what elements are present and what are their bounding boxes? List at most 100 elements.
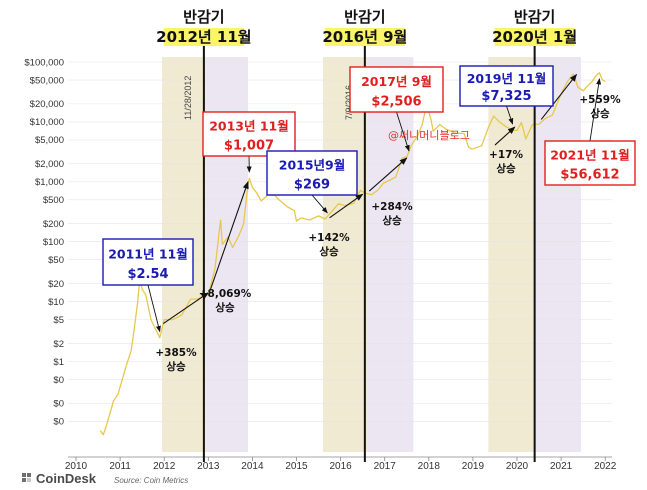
x-tick-label: 2021 xyxy=(550,461,573,472)
y-tick-label: $1,000 xyxy=(35,177,64,188)
y-axis: $100,000 $50,000 $20,000 $10,000 $5,000 $2,00… xyxy=(24,57,64,427)
callout-date: 2013년 11월 xyxy=(209,118,289,133)
callout-box xyxy=(349,66,444,113)
x-tick-label: 2018 xyxy=(418,461,441,472)
y-tick-label: $10,000 xyxy=(30,117,64,128)
callout-date: 2017년 9월 xyxy=(361,74,432,89)
x-tick-label: 2016 xyxy=(329,461,352,472)
gain-note-4: +284%상승 xyxy=(371,201,413,227)
y-tick-label: $1 xyxy=(53,357,64,368)
band-post-4 xyxy=(367,57,414,452)
halving-title: 반감기 xyxy=(344,8,385,26)
y-tick-label: $2 xyxy=(53,339,64,350)
x-tick-label: 2017 xyxy=(374,461,397,472)
callout-pointer xyxy=(147,284,161,333)
gain-note-2: +8,069%상승 xyxy=(199,288,252,314)
gain-percent: +142% xyxy=(308,232,350,244)
gain-percent: +17% xyxy=(489,149,523,161)
price-callout-6: 2021년 11월 $56,612 xyxy=(544,78,636,186)
trend-arrow-4 xyxy=(368,157,408,192)
halving-highlight xyxy=(163,28,244,46)
x-tick-label: 2019 xyxy=(462,461,485,472)
price-callout-4: 2017년 9월 $2,506 xyxy=(349,66,444,152)
band-halving-5 xyxy=(488,57,536,452)
callout-date: 2019년 11월 xyxy=(467,71,547,86)
y-tick-label: $0 xyxy=(53,399,64,410)
y-tick-label: $5,000 xyxy=(35,135,64,146)
x-tick-label: 2014 xyxy=(241,461,264,472)
halving-date: 2020년 1월 xyxy=(492,28,577,46)
trend-arrow-6 xyxy=(540,73,578,120)
callout-pointer xyxy=(311,194,328,214)
callout-pointer xyxy=(396,111,410,152)
callout-date: 2021년 11월 xyxy=(550,147,630,162)
y-tick-label: $20 xyxy=(48,279,64,290)
gain-percent: +385% xyxy=(155,347,197,359)
x-tick-label: 2011 xyxy=(109,461,131,472)
halving-title: 반감기 xyxy=(183,8,224,26)
price-callout-3: 2015년9월 $269 xyxy=(266,150,358,214)
halving-lines: 반감기 2012년 11월 반감기 2016년 9월 반감기 2020년 1월 xyxy=(156,8,577,462)
band-halving-3 xyxy=(322,57,368,452)
gain-note-5: +17%상승 xyxy=(489,149,523,175)
gain-note-1: +385%상승 xyxy=(155,347,197,373)
price-callout-5: 2019년 11월 $7,325 xyxy=(459,65,554,125)
callout-box xyxy=(544,140,636,186)
halving-highlight xyxy=(324,28,405,46)
gain-word: 상승 xyxy=(166,360,186,373)
x-tick-label: 2015 xyxy=(285,461,308,472)
callout-price: $1,007 xyxy=(224,138,274,153)
gain-percent: +559% xyxy=(579,94,621,106)
vertical-date-label: 11/28/2012 xyxy=(183,76,193,120)
callout-price: $7,325 xyxy=(481,89,531,104)
trend-arrow-3 xyxy=(329,193,364,219)
callout-box xyxy=(459,65,554,107)
gain-percent: +8,069% xyxy=(199,288,252,300)
callout-pointer xyxy=(506,105,514,125)
x-tick-label: 2022 xyxy=(594,461,617,472)
callout-price: $2,506 xyxy=(371,94,421,109)
coindesk-logo: CoinDesk Source: Coin Metrics xyxy=(22,471,188,486)
y-tick-label: $500 xyxy=(43,195,64,206)
vertical-date-label: 7/9/2016 xyxy=(344,85,354,120)
price-callout-2: 2013년 11월 $1,007 xyxy=(202,111,296,173)
price-callouts: 2011년 11월 $2.54 2013년 11월 $1,007 2015년9월 $269… xyxy=(102,65,636,333)
gain-word: 상승 xyxy=(215,301,235,314)
trend-arrows xyxy=(163,73,578,325)
x-tick-label: 2020 xyxy=(506,461,529,472)
halving-date: 2016년 9월 xyxy=(322,28,407,46)
halving-date: 2012년 11월 xyxy=(156,28,251,46)
y-tick-label: $50 xyxy=(48,255,64,266)
coindesk-logo-icon xyxy=(22,473,31,482)
gain-note-6: +559%상승 xyxy=(579,94,621,120)
x-axis: 2010 2011 2012 2013 2014 2015 2016 2017 2018 2019… xyxy=(65,456,617,472)
callout-box xyxy=(102,238,194,286)
gain-word: 상승 xyxy=(382,214,402,227)
btc-price-line xyxy=(99,72,606,436)
trend-arrow-1 xyxy=(163,292,209,325)
y-tick-label: $0 xyxy=(53,417,64,428)
gain-note-3: +142%상승 xyxy=(308,232,350,258)
source-note: Source: Coin Metrics xyxy=(114,476,188,485)
y-tick-label: $10 xyxy=(48,297,64,308)
price-callout-1: 2011년 11월 $2.54 xyxy=(102,238,194,333)
gain-word: 상승 xyxy=(319,245,339,258)
x-tick-label: 2010 xyxy=(65,461,88,472)
halving-date-labels: 11/28/2012 7/9/2016 xyxy=(183,76,354,120)
halving-title: 반감기 xyxy=(514,8,555,26)
callout-price: $56,612 xyxy=(560,167,619,182)
y-tick-label: $50,000 xyxy=(30,75,64,86)
callout-box xyxy=(202,111,296,157)
trend-arrow-5 xyxy=(494,126,516,146)
x-tick-label: 2013 xyxy=(197,461,220,472)
brand-name: CoinDesk xyxy=(36,471,97,486)
x-tick-label: 2012 xyxy=(153,461,176,472)
price-series xyxy=(99,72,606,436)
callout-price: $2.54 xyxy=(127,267,168,282)
watermark: @써니머니블로그 xyxy=(388,129,470,142)
gain-notes: +385%상승+8,069%상승+142%상승+284%상승+17%상승+559… xyxy=(155,94,621,373)
y-tick-label: $100,000 xyxy=(24,57,64,68)
callout-date: 2015년9월 xyxy=(279,157,346,172)
band-post-6 xyxy=(535,57,581,452)
